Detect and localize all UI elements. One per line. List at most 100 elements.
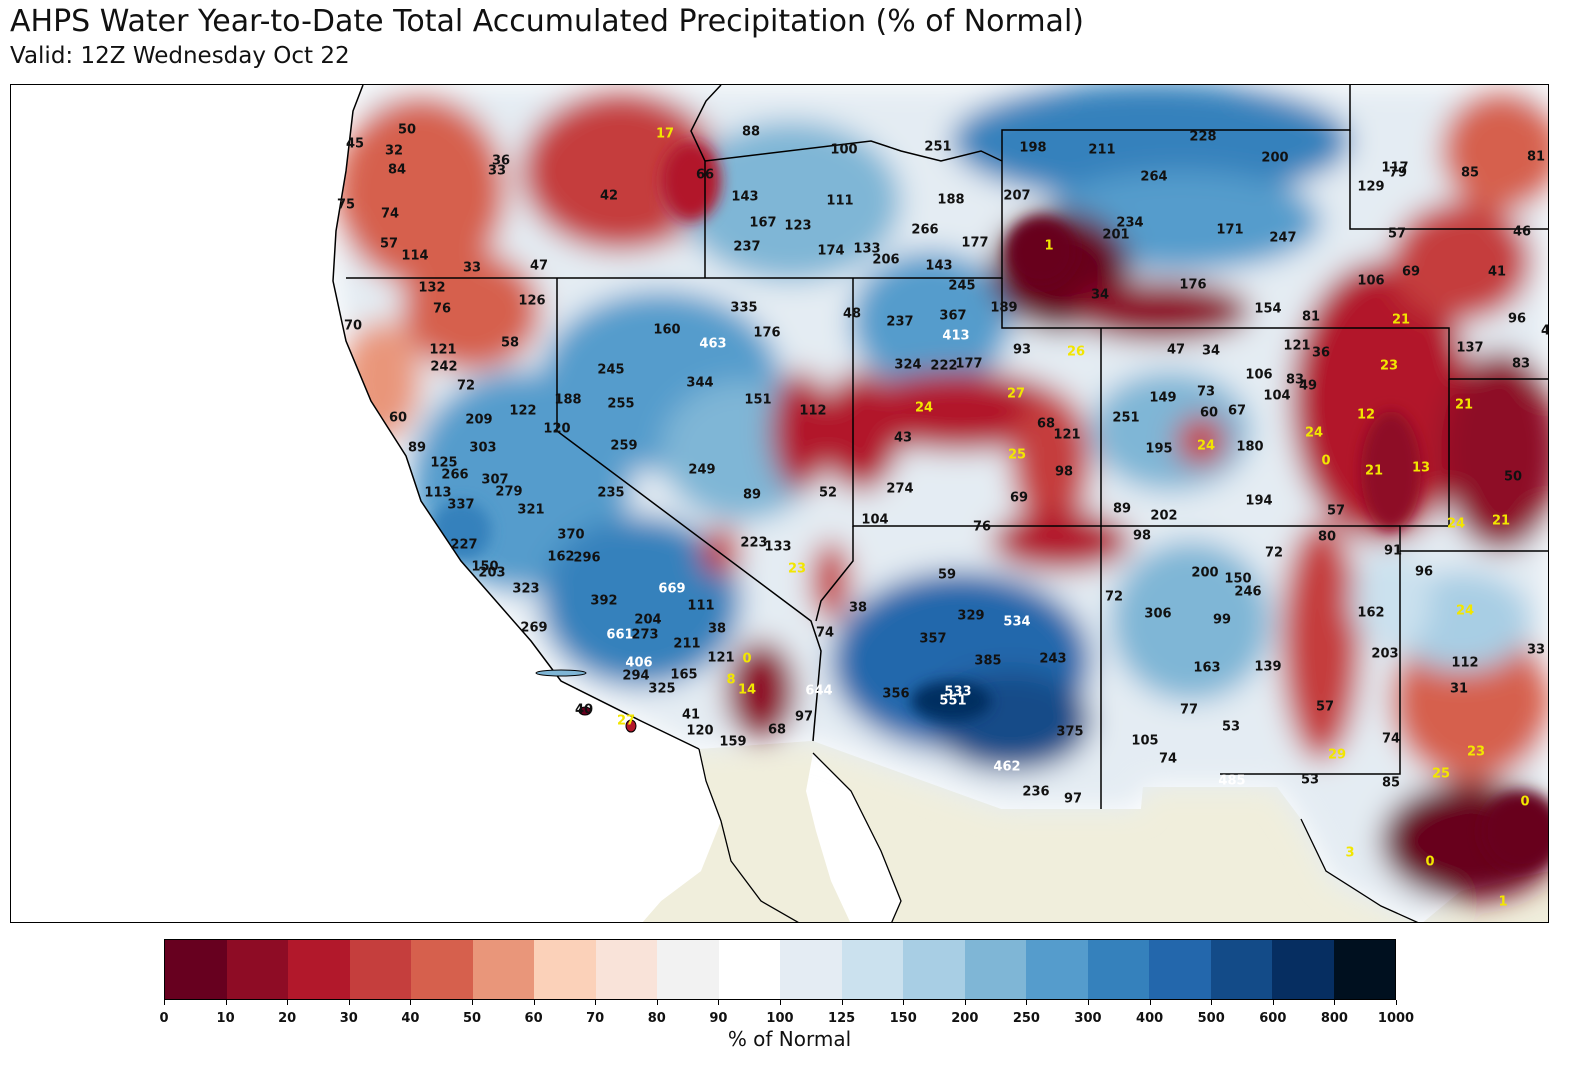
station-value: 324 [894,357,922,373]
station-value: 200 [1191,565,1219,581]
station-value: 69 [1401,264,1421,280]
precipitation-detail [431,141,1548,871]
station-value: 121 [707,650,735,666]
island [578,706,592,716]
station-value: 203 [478,565,506,581]
station-value: 34 [1090,287,1110,303]
station-value: 129 [1357,179,1385,195]
station-value: 112 [1451,655,1479,671]
station-value: 89 [407,440,427,456]
colorbar-swatch [1272,940,1334,999]
station-value: 266 [441,467,469,483]
station-value: 242 [430,359,458,375]
station-value: 81 [1301,309,1321,325]
colorbar-tick-mark [780,1000,781,1005]
colorbar-tick-label: 500 [1197,1011,1225,1026]
station-value: 72 [1264,545,1284,561]
station-value: 72 [1104,589,1124,605]
station-value: 201 [1102,227,1130,243]
station-value: 0 [1425,854,1435,870]
station-value: 83 [1285,372,1305,388]
station-value: 24 [1304,425,1324,441]
colorbar-swatch [1149,940,1211,999]
station-value: 413 [942,328,970,344]
colorbar-swatch [841,940,903,999]
station-value: 194 [1245,493,1273,509]
station-value: 0 [1321,453,1331,469]
station-value: 42 [599,188,619,204]
station-value: 223 [740,535,768,551]
colorbar-tick-label: 150 [889,1011,917,1026]
station-value: 123 [784,218,812,234]
station-value: 177 [955,356,983,372]
station-value: 24 [1446,516,1466,532]
station-value: 227 [450,537,478,553]
colorbar-tick-label: 800 [1320,1011,1348,1026]
station-value: 249 [688,462,716,478]
station-value: 84 [387,162,407,178]
station-value: 41 [681,707,701,723]
station-value: 21 [1391,312,1411,328]
station-value: 0 [1520,794,1530,810]
station-value: 38 [707,621,727,637]
station-value: 38 [848,600,868,616]
colorbar-swatch [165,940,227,999]
colorbar-tick-label: 10 [216,1011,235,1026]
colorbar-tick-label: 100 [766,1011,794,1026]
station-value: 59 [937,567,957,583]
station-value: 24 [914,400,934,416]
colorbar-tick-mark [656,1000,658,1005]
chart-title: AHPS Water Year-to-Date Total Accumulate… [10,4,1084,39]
valid-time-subtitle: Valid: 12Z Wednesday Oct 22 [10,43,350,69]
station-value: 246 [1234,584,1262,600]
station-value: 104 [1263,388,1291,404]
station-value: 8 [726,672,736,688]
station-value: 661 [606,627,634,643]
station-value: 58 [500,335,520,351]
station-value: 50 [1503,469,1523,485]
station-value: 48 [842,306,862,322]
station-value: 99 [1212,612,1232,628]
station-value: 70 [343,318,363,334]
station-value: 1 [1498,894,1508,910]
station-value: 45 [345,136,365,152]
station-value: 237 [886,314,914,330]
station-value: 406 [625,655,653,671]
station-value: 534 [1003,614,1031,630]
station-value: 75 [336,197,356,213]
station-value: 89 [742,487,762,503]
station-value: 27 [1006,386,1026,402]
station-value: 245 [948,278,976,294]
colorbar-swatch [1333,940,1395,999]
station-value: 209 [465,412,493,428]
station-value: 43 [893,430,913,446]
station-value: 203 [1371,646,1399,662]
station-value: 279 [495,484,523,500]
station-value: 23 [787,561,807,577]
station-value: 137 [1456,340,1484,356]
station-value: 174 [817,243,845,259]
station-value: 60 [388,410,408,426]
station-value: 106 [1357,273,1385,289]
colorbar-tick-mark [225,1000,227,1005]
colorbar-swatch [411,940,473,999]
colorbar-tick-mark [1211,1000,1213,1005]
station-value: 243 [1039,651,1067,667]
station-value: 385 [974,653,1002,669]
station-value: 222 [930,358,958,374]
station-value: 68 [767,722,787,738]
station-value: 121 [1283,338,1311,354]
station-value: 375 [1056,724,1084,740]
station-value: 97 [1063,791,1083,807]
colorbar-swatch [657,940,719,999]
station-value: 85 [1381,775,1401,791]
station-value: 195 [1145,441,1173,457]
station-value: 149 [1149,390,1177,406]
station-value: 200 [1261,150,1289,166]
station-value: 151 [744,392,772,408]
colorbar-tick-label: 1000 [1377,1011,1415,1026]
station-value: 644 [805,683,833,699]
colorbar-swatch [964,940,1026,999]
station-value: 33 [462,260,482,276]
colorbar-tick-mark [595,1000,597,1005]
